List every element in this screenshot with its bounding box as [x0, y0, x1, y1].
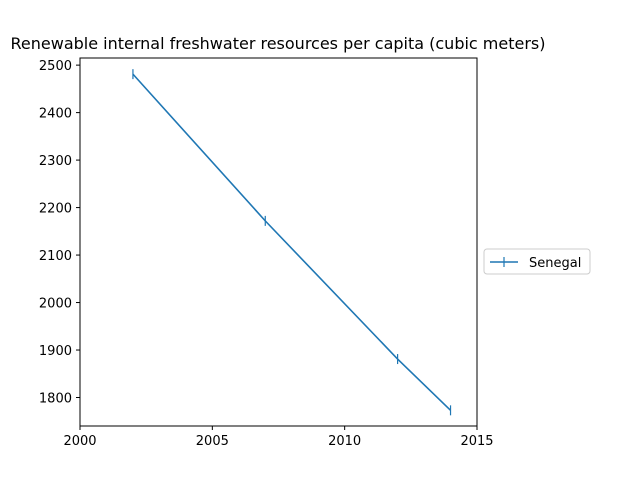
- legend-box: [483, 248, 591, 275]
- x-tick-label: 2015: [460, 434, 493, 449]
- x-tick-label: 2000: [63, 434, 96, 449]
- y-tick-label: 1900: [39, 344, 72, 359]
- x-tick-label: 2005: [196, 434, 229, 449]
- chart-title: Renewable internal freshwater resources …: [11, 34, 546, 53]
- y-tick-label: 2400: [39, 107, 72, 122]
- legend: Senegal: [483, 248, 591, 275]
- y-tick-label: 2000: [39, 297, 72, 312]
- x-tick-label: 2010: [328, 434, 361, 449]
- y-tick-label: 2200: [39, 202, 72, 217]
- legend-label: Senegal: [529, 256, 581, 271]
- y-tick-label: 2500: [39, 59, 72, 74]
- x-axis: 2000 2005 2010 2015: [63, 426, 494, 449]
- plot-area: [79, 57, 478, 427]
- y-tick-label: 1800: [39, 392, 72, 407]
- y-tick-label: 2100: [39, 249, 72, 264]
- plot-frame: [79, 57, 478, 427]
- y-tick-label: 2300: [39, 154, 72, 169]
- series-line: [132, 73, 452, 411]
- series-layer: [132, 69, 452, 416]
- y-axis: 1800 1900 2000 2100 2200 2300 2400 2500: [39, 59, 80, 407]
